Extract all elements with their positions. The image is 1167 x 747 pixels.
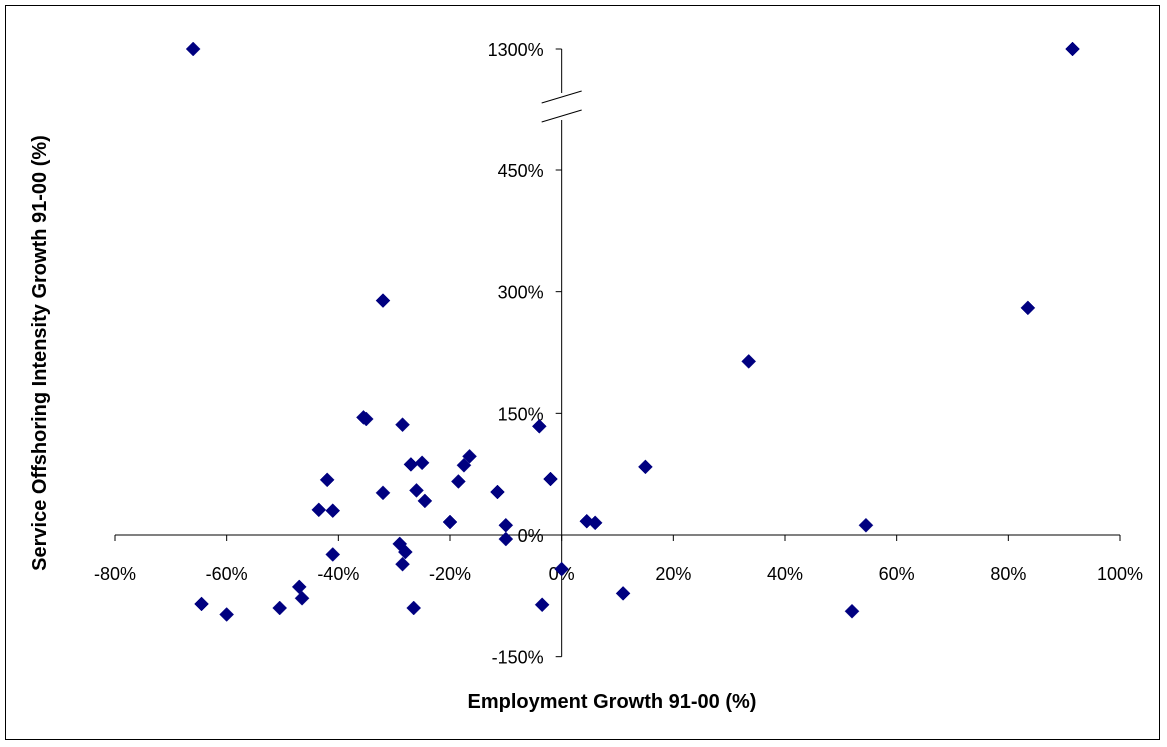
axes bbox=[115, 49, 1120, 657]
x-tick-label: 100% bbox=[1097, 564, 1143, 584]
data-point bbox=[194, 596, 209, 612]
y-tick-label: 1300% bbox=[488, 40, 544, 60]
x-tick-label: -20% bbox=[429, 564, 471, 584]
data-point bbox=[498, 531, 514, 547]
data-point bbox=[325, 547, 341, 562]
data-point bbox=[395, 556, 410, 572]
data-point bbox=[442, 514, 458, 530]
data-point bbox=[638, 459, 653, 475]
y-axis-break-mark bbox=[541, 90, 582, 123]
data-point bbox=[325, 503, 341, 519]
data-point bbox=[311, 502, 327, 518]
data-point bbox=[406, 600, 422, 616]
data-point bbox=[741, 354, 757, 369]
data-points bbox=[185, 41, 1080, 622]
data-point bbox=[397, 544, 413, 560]
data-point bbox=[395, 417, 410, 433]
data-point bbox=[375, 485, 391, 501]
data-point bbox=[615, 586, 631, 601]
data-point bbox=[409, 483, 424, 498]
data-point bbox=[375, 293, 391, 308]
data-point bbox=[414, 455, 430, 471]
y-axis-title: Service Offshoring Intensity Growth 91-0… bbox=[29, 135, 51, 571]
data-point bbox=[294, 590, 310, 606]
data-point bbox=[417, 493, 433, 509]
data-point bbox=[272, 600, 288, 616]
data-point bbox=[490, 484, 505, 500]
x-tick-label: 60% bbox=[879, 564, 915, 584]
x-tick-label: 40% bbox=[767, 564, 803, 584]
data-point bbox=[319, 472, 335, 488]
x-tick-label: 80% bbox=[990, 564, 1026, 584]
data-point bbox=[498, 517, 514, 533]
x-tick-label: -80% bbox=[94, 564, 136, 584]
data-point bbox=[219, 607, 235, 622]
y-tick-label: 450% bbox=[498, 161, 544, 181]
chart-frame bbox=[5, 5, 1160, 740]
data-point bbox=[534, 597, 550, 613]
y-tick-label: 150% bbox=[498, 404, 544, 424]
data-point bbox=[1065, 41, 1080, 57]
x-tick-label: -60% bbox=[206, 564, 248, 584]
data-point bbox=[1020, 300, 1036, 316]
x-ticks: -80%-60%-40%-20%0%20%40%60%80%100% bbox=[94, 535, 1143, 584]
y-tick-label: -150% bbox=[492, 648, 544, 668]
data-point bbox=[185, 41, 201, 57]
data-point bbox=[543, 471, 558, 487]
y-tick-label: 300% bbox=[498, 283, 544, 303]
x-tick-label: 20% bbox=[655, 564, 691, 584]
data-point bbox=[858, 517, 874, 533]
data-point bbox=[451, 474, 466, 489]
data-point bbox=[456, 457, 472, 473]
y-tick-label: 0% bbox=[518, 526, 544, 546]
data-point bbox=[531, 418, 547, 434]
data-point bbox=[554, 561, 570, 577]
data-point bbox=[358, 411, 374, 427]
data-point bbox=[462, 448, 477, 464]
y-ticks: -150% 0% 150% 300% 450% 1300% bbox=[488, 40, 562, 668]
x-tick-label: -40% bbox=[317, 564, 359, 584]
data-point bbox=[844, 603, 860, 619]
data-point bbox=[587, 515, 603, 531]
data-point bbox=[291, 579, 307, 595]
x-axis-title: Employment Growth 91-00 (%) bbox=[468, 691, 757, 713]
data-point bbox=[403, 457, 419, 472]
